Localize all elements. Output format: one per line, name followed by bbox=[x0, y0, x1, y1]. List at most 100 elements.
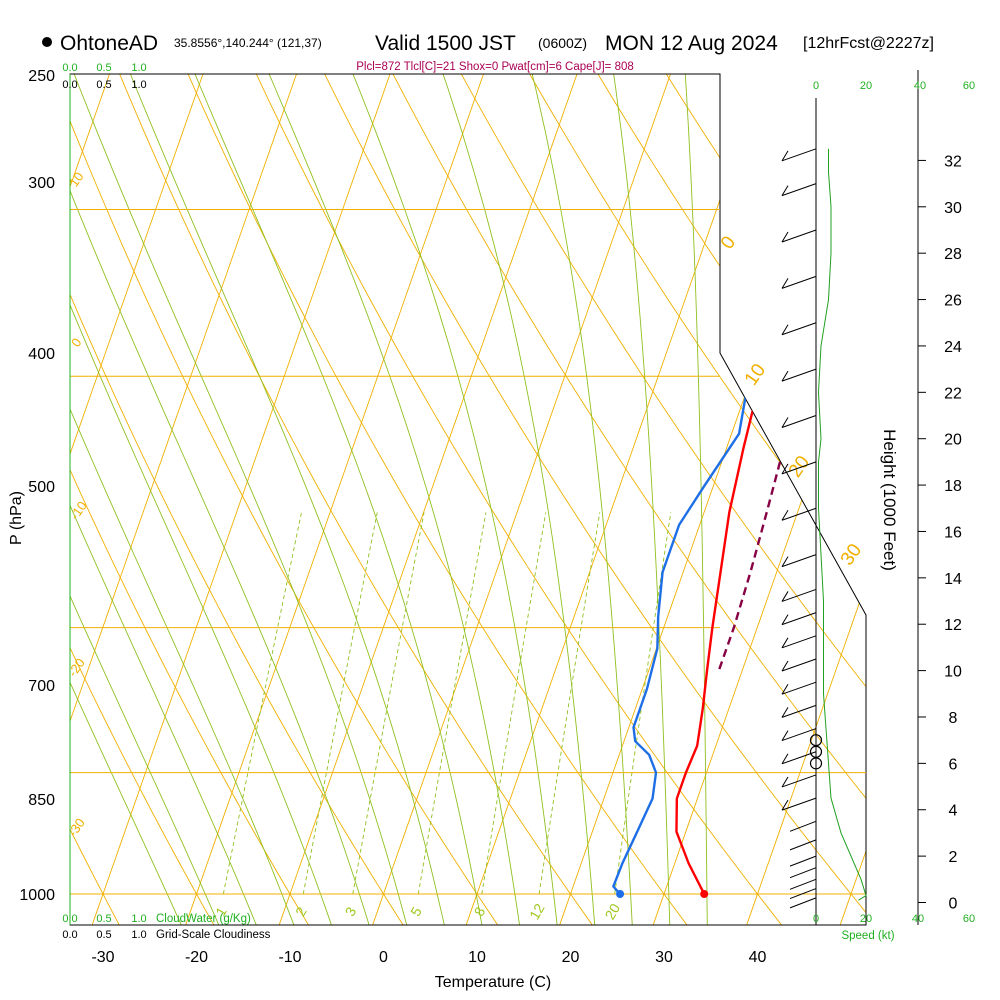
y-axis-title: P (hPa) bbox=[8, 491, 25, 545]
wind-barb-flag bbox=[781, 799, 789, 811]
wind-barb-flag bbox=[781, 637, 789, 649]
height-tick-label: 0 bbox=[949, 896, 958, 913]
cloud-top-black-2: 1.0 bbox=[131, 79, 146, 91]
cloudwater-label: CloudWater (g/Kg) bbox=[156, 913, 251, 925]
mixing-ratio-line bbox=[614, 512, 672, 895]
background-lines bbox=[0, 0, 866, 930]
pressure-tick-label: 700 bbox=[28, 678, 55, 695]
moist-adiabat-line bbox=[70, 74, 185, 925]
plot-frame bbox=[69, 73, 867, 926]
dry-adiabat-line bbox=[274, 74, 866, 925]
height-tick-label: 18 bbox=[944, 478, 962, 495]
speed-bottom-20: 20 bbox=[860, 913, 872, 925]
speed-bottom-40: 40 bbox=[912, 913, 924, 925]
isotherm-line bbox=[837, 74, 866, 925]
moist-adiabat-line bbox=[70, 74, 297, 925]
wind-barb-flag bbox=[781, 730, 789, 741]
indices-line: Plcl=872 Tlcl[C]=21 Shox=0 Pwat[cm]=6 Ca… bbox=[356, 61, 634, 73]
dewpoint-surface-point bbox=[616, 890, 625, 898]
wind-barb bbox=[781, 774, 817, 788]
dry-adiabat-line bbox=[460, 74, 866, 925]
isotherm-label: 0 bbox=[68, 335, 84, 350]
cloud-top-green-0: 0.0 bbox=[62, 62, 77, 74]
mixing-ratio-label: 12 bbox=[526, 901, 548, 923]
moist-adiabat-line bbox=[70, 74, 222, 925]
moist-adiabat-line bbox=[97, 74, 484, 925]
cloud-top-green-2: 1.0 bbox=[131, 62, 146, 74]
height-tick-label: 4 bbox=[949, 803, 958, 820]
wind-barb bbox=[781, 322, 817, 336]
wind-barb bbox=[789, 820, 817, 832]
temperature-axis: -30 -20 -10 0 10 20 30 40 bbox=[91, 949, 766, 966]
height-tick-label: 22 bbox=[944, 385, 962, 402]
mixing-ratio-line bbox=[481, 512, 547, 895]
wind-barb bbox=[781, 229, 817, 243]
wind-barb bbox=[789, 897, 817, 909]
pressure-tick-label: 400 bbox=[28, 346, 55, 363]
cloud-scales: 0.0 0.5 1.0 0.0 0.5 1.0 0.0 0.5 1.0 Clou… bbox=[62, 62, 270, 941]
forecast-info: [12hrFcst@2227z] bbox=[803, 35, 934, 52]
speed-label: Speed (kt) bbox=[841, 930, 894, 942]
wind-barb-flag bbox=[781, 185, 789, 196]
wind-barb-flag bbox=[781, 463, 789, 475]
dry-adiabat-line bbox=[70, 74, 313, 925]
pressure-tick-label: 850 bbox=[28, 792, 55, 809]
dry-adiabat-line bbox=[70, 74, 502, 925]
station-dot-icon bbox=[42, 37, 52, 47]
dry-adiabat-line bbox=[398, 74, 866, 925]
wind-barb bbox=[781, 728, 817, 742]
wind-barb bbox=[781, 275, 817, 289]
temperature-tick-label: -20 bbox=[185, 949, 208, 966]
dry-adiabat-line bbox=[833, 74, 866, 925]
wind-barb-flag bbox=[781, 417, 789, 428]
speed-bottom-60: 60 bbox=[963, 913, 975, 925]
wind-barb bbox=[789, 855, 817, 867]
height-tick-label: 8 bbox=[949, 710, 958, 727]
valid-date: MON 12 Aug 2024 bbox=[605, 32, 778, 55]
speed-bottom-0: 0 bbox=[813, 913, 819, 925]
parcel-line bbox=[718, 74, 866, 670]
isobar-lines bbox=[69, 74, 866, 925]
wind-barb-flag bbox=[781, 660, 789, 672]
valid-utc: (0600Z) bbox=[538, 35, 587, 51]
wind-barb bbox=[781, 612, 817, 626]
wind-barb bbox=[781, 415, 817, 428]
isotherm-line bbox=[744, 74, 866, 925]
height-tick-label: 20 bbox=[944, 432, 962, 449]
wind-barb bbox=[789, 888, 817, 900]
wind-barb bbox=[789, 839, 817, 851]
temperature-surface-point bbox=[700, 890, 709, 898]
moist-adiabat-line bbox=[70, 74, 259, 925]
mixing-ratio-label: 5 bbox=[407, 904, 425, 919]
x-axis-title: Temperature (C) bbox=[435, 974, 551, 991]
wind-barb-flag bbox=[781, 150, 789, 162]
isotherm-label: -30 bbox=[65, 815, 88, 839]
cloud-bottom-black-1: 0.5 bbox=[96, 929, 111, 941]
wind-barb-flag bbox=[781, 683, 789, 695]
isotherm-line bbox=[650, 74, 866, 925]
temperature-tick-label: 20 bbox=[562, 949, 580, 966]
wind-barb-flag bbox=[781, 776, 789, 788]
mixing-ratio-label: 2 bbox=[292, 904, 310, 919]
mixing-ratio-line bbox=[352, 512, 425, 895]
mixing-ratio-line bbox=[302, 512, 378, 895]
mixing-ratio-label: 8 bbox=[471, 904, 489, 919]
wind-barb-flag bbox=[781, 707, 789, 718]
wind-barb bbox=[789, 867, 817, 879]
cloud-bottom-green-1: 0.5 bbox=[96, 913, 111, 925]
temperature-tick-label: -10 bbox=[278, 949, 301, 966]
wind-barb bbox=[789, 878, 817, 890]
station-name: OhtoneAD bbox=[60, 32, 158, 55]
moist-adiabat-line bbox=[567, 74, 671, 925]
pressure-tick-label: 500 bbox=[28, 479, 55, 496]
pressure-axis: 250 300 400 500 700 850 1000 bbox=[19, 68, 55, 904]
height-tick-label: 14 bbox=[944, 571, 962, 588]
cloudiness-label: Grid-Scale Cloudiness bbox=[156, 929, 271, 941]
speed-profile-line bbox=[817, 148, 867, 901]
cloud-bottom-green-0: 0.0 bbox=[62, 913, 77, 925]
height-tick-label: 28 bbox=[944, 246, 962, 263]
dry-adiabat-line bbox=[0, 0, 27, 930]
